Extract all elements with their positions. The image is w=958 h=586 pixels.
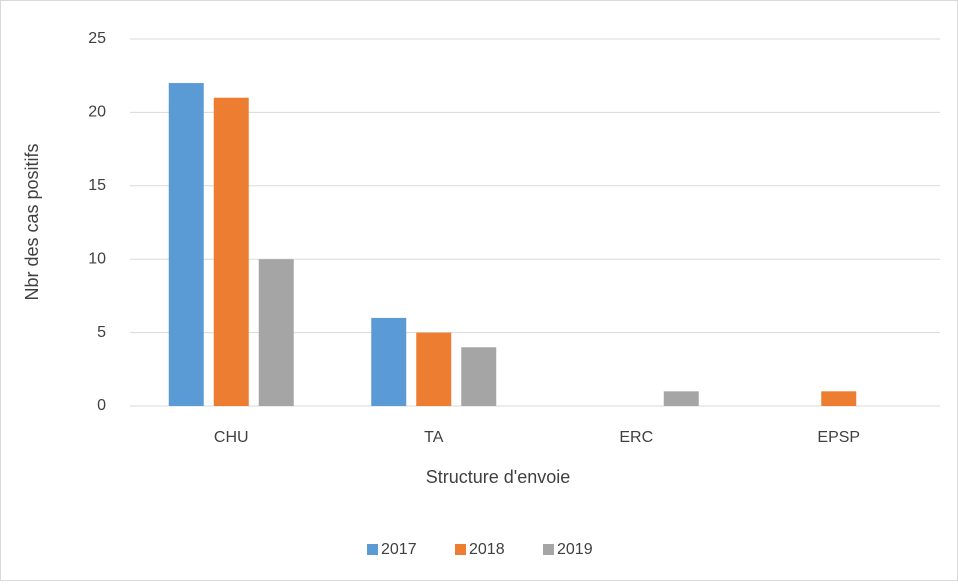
- legend-swatch: [367, 544, 378, 555]
- y-tick-label: 10: [88, 250, 106, 267]
- y-axis-label: Nbr des cas positifs: [22, 143, 42, 300]
- legend-label: 2019: [557, 541, 593, 558]
- y-tick-label: 20: [88, 104, 106, 121]
- bar: [663, 391, 699, 406]
- bar: [258, 259, 294, 406]
- x-tick-label: TA: [424, 429, 444, 446]
- bar: [416, 332, 452, 406]
- y-tick-label: 5: [97, 324, 106, 341]
- bar: [371, 317, 407, 406]
- y-tick-label: 15: [88, 177, 106, 194]
- x-axis-label: Structure d'envoie: [426, 467, 571, 487]
- legend-swatch: [543, 544, 554, 555]
- legend-label: 2018: [469, 541, 505, 558]
- x-tick-label: CHU: [214, 429, 249, 446]
- x-tick-label: EPSP: [817, 429, 860, 446]
- x-tick-label: ERC: [619, 429, 653, 446]
- legend-swatch: [455, 544, 466, 555]
- y-tick-label: 25: [88, 30, 106, 47]
- bar: [821, 391, 857, 406]
- bar: [168, 83, 204, 406]
- y-tick-label: 0: [97, 397, 106, 414]
- bar: [213, 97, 249, 406]
- legend-label: 2017: [381, 541, 417, 558]
- bar: [461, 347, 497, 406]
